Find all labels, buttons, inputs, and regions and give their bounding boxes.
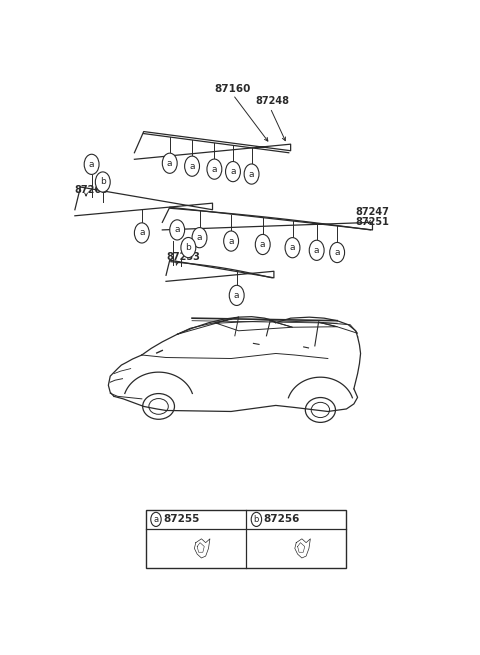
Text: a: a	[335, 248, 340, 257]
Text: a: a	[89, 160, 95, 169]
Circle shape	[192, 227, 207, 248]
Text: 87253: 87253	[167, 252, 201, 262]
Text: a: a	[174, 225, 180, 234]
Circle shape	[134, 223, 149, 243]
Circle shape	[226, 162, 240, 181]
Circle shape	[170, 220, 185, 240]
Text: a: a	[290, 243, 295, 252]
Text: 87160: 87160	[215, 84, 251, 94]
Text: b: b	[185, 243, 191, 252]
Circle shape	[330, 242, 345, 263]
Circle shape	[151, 512, 161, 527]
Text: a: a	[230, 167, 236, 176]
Text: 87263: 87263	[74, 185, 108, 195]
Text: 87247: 87247	[356, 207, 390, 217]
Circle shape	[162, 153, 177, 174]
Circle shape	[244, 164, 259, 184]
Text: a: a	[314, 246, 319, 255]
Text: 87251: 87251	[356, 217, 390, 227]
Circle shape	[84, 155, 99, 174]
Circle shape	[224, 231, 239, 251]
Text: a: a	[249, 170, 254, 179]
Bar	[145, 510, 347, 568]
Circle shape	[251, 512, 262, 527]
Text: 87256: 87256	[264, 514, 300, 525]
Circle shape	[229, 286, 244, 305]
Text: b: b	[100, 178, 106, 187]
Text: 87255: 87255	[163, 514, 200, 525]
Circle shape	[181, 238, 196, 257]
Text: a: a	[189, 162, 195, 171]
Text: a: a	[234, 291, 240, 300]
Text: b: b	[254, 515, 259, 524]
Circle shape	[185, 156, 200, 176]
Text: a: a	[197, 233, 202, 242]
Text: a: a	[260, 240, 265, 249]
Text: a: a	[228, 236, 234, 246]
Text: a: a	[167, 159, 172, 168]
Text: 87248: 87248	[255, 96, 289, 106]
Text: a: a	[154, 515, 158, 524]
Circle shape	[309, 240, 324, 261]
Circle shape	[96, 172, 110, 192]
Circle shape	[207, 159, 222, 179]
Text: a: a	[139, 229, 144, 237]
Text: a: a	[212, 164, 217, 174]
Circle shape	[285, 238, 300, 258]
Circle shape	[255, 234, 270, 255]
